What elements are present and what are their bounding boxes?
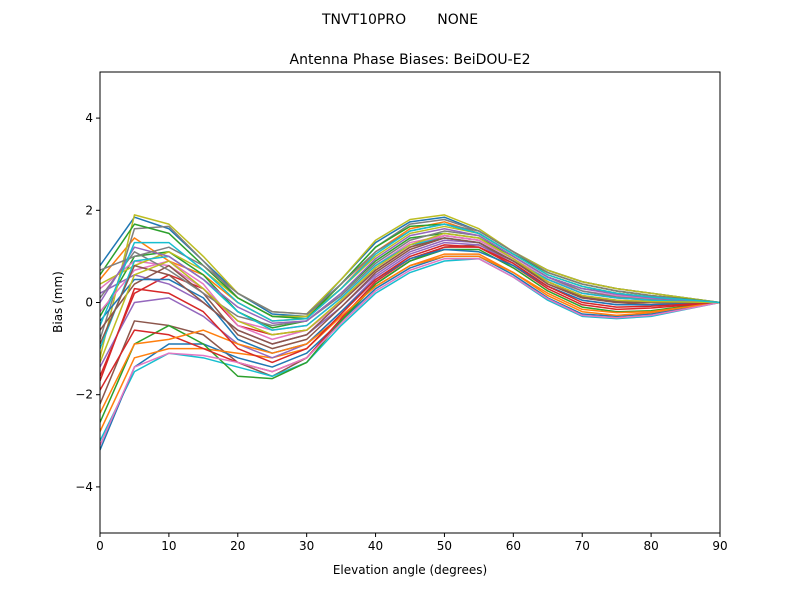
series-line-10 (100, 257, 720, 442)
series-line-26 (100, 237, 720, 345)
series-line-24 (100, 244, 720, 382)
y-tick-label: −4 (75, 480, 93, 494)
series-line-21 (100, 248, 720, 354)
series-line-13 (100, 248, 720, 423)
series-line-25 (100, 227, 720, 324)
x-tick-label: 0 (96, 539, 104, 553)
y-tick-label: 0 (85, 296, 93, 310)
series-line-22 (100, 255, 720, 414)
series-line-29 (100, 232, 720, 363)
chart-suptitle: TNVT10PRO NONE (321, 12, 478, 28)
plot-area (100, 214, 720, 451)
axes: 0 10 20 30 40 50 60 70 80 90 −4 −2 0 2 4 (75, 71, 728, 553)
x-tick-label: 80 (643, 539, 658, 553)
series-line-27 (100, 257, 720, 446)
y-tick-label: 4 (85, 111, 93, 125)
y-tick-label: −2 (75, 388, 93, 402)
chart-title: Antenna Phase Biases: BeiDOU-E2 (290, 52, 531, 68)
x-tick-label: 60 (506, 539, 521, 553)
x-tick-label: 10 (161, 539, 176, 553)
series-line-30 (100, 223, 720, 326)
y-tick-label: 2 (85, 203, 93, 217)
x-tick-label: 20 (230, 539, 245, 553)
x-tick-label: 50 (437, 539, 452, 553)
series-line-9 (100, 214, 720, 358)
x-tick-label: 40 (368, 539, 383, 553)
y-axis-label: Bias (mm) (51, 271, 65, 333)
x-tick-label: 30 (299, 539, 314, 553)
x-tick-label: 90 (712, 539, 727, 553)
series-line-18 (100, 230, 720, 327)
x-tick-label: 70 (575, 539, 590, 553)
x-axis-label: Elevation angle (degrees) (333, 563, 487, 577)
